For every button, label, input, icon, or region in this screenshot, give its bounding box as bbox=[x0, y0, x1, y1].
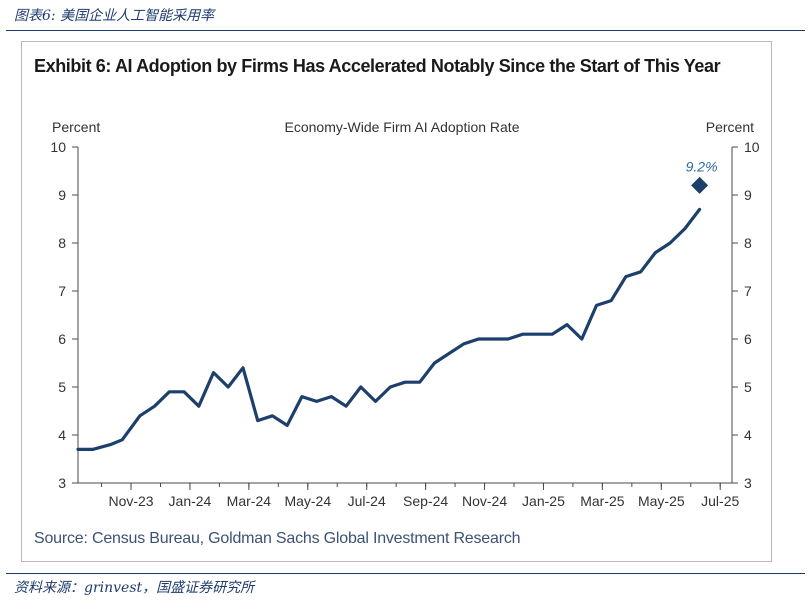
exhibit-title: Exhibit 6: AI Adoption by Firms Has Acce… bbox=[34, 56, 721, 76]
y-tick-label-right: 7 bbox=[744, 283, 752, 299]
y-tick-label-right: 5 bbox=[744, 379, 752, 395]
y-tick-label-left: 4 bbox=[58, 427, 66, 443]
bottom-divider bbox=[6, 573, 805, 574]
figure-caption: 图表6: 美国企业人工智能采用率 bbox=[14, 8, 215, 24]
x-tick-label: Jan-24 bbox=[169, 493, 212, 509]
source-footer: 资料来源：grinvest，国盛证券研究所 bbox=[14, 580, 255, 596]
y-tick-label-left: 7 bbox=[58, 283, 66, 299]
y-tick-label-right: 4 bbox=[744, 427, 752, 443]
left-axis-unit: Percent bbox=[52, 119, 100, 135]
y-tick-label-right: 10 bbox=[744, 139, 760, 155]
x-tick-label: Nov-23 bbox=[108, 493, 153, 509]
x-tick-label: Sep-24 bbox=[403, 493, 448, 509]
x-tick-label: May-24 bbox=[284, 493, 331, 509]
x-tick-label: Mar-24 bbox=[227, 493, 272, 509]
y-tick-label-left: 10 bbox=[50, 139, 66, 155]
right-axis-unit: Percent bbox=[706, 119, 754, 135]
x-tick-label: Nov-24 bbox=[462, 493, 507, 509]
latest-value-label: 9.2% bbox=[686, 158, 718, 174]
y-tick-label-left: 6 bbox=[58, 331, 66, 347]
adoption-rate-line bbox=[76, 207, 702, 451]
y-tick-label-right: 3 bbox=[744, 475, 752, 491]
y-tick-label-left: 5 bbox=[58, 379, 66, 395]
source-note: Source: Census Bureau, Goldman Sachs Glo… bbox=[34, 530, 521, 547]
y-tick-label-left: 8 bbox=[58, 235, 66, 251]
y-tick-label-left: 9 bbox=[58, 187, 66, 203]
x-tick-label: Mar-25 bbox=[580, 493, 625, 509]
exhibit-panel: Exhibit 6: AI Adoption by Firms Has Acce… bbox=[21, 41, 772, 562]
latest-value-marker bbox=[691, 176, 709, 194]
chart-title: Economy-Wide Firm AI Adoption Rate bbox=[285, 119, 520, 135]
top-divider bbox=[6, 30, 805, 31]
y-tick-label-right: 6 bbox=[744, 331, 752, 347]
y-tick-label-left: 3 bbox=[58, 475, 66, 491]
y-tick-label-right: 8 bbox=[744, 235, 752, 251]
x-tick-label: May-25 bbox=[638, 493, 685, 509]
x-tick-label: Jul-25 bbox=[701, 493, 739, 509]
x-tick-label: Jan-25 bbox=[522, 493, 565, 509]
x-tick-label: Jul-24 bbox=[348, 493, 386, 509]
y-tick-label-right: 9 bbox=[744, 187, 752, 203]
